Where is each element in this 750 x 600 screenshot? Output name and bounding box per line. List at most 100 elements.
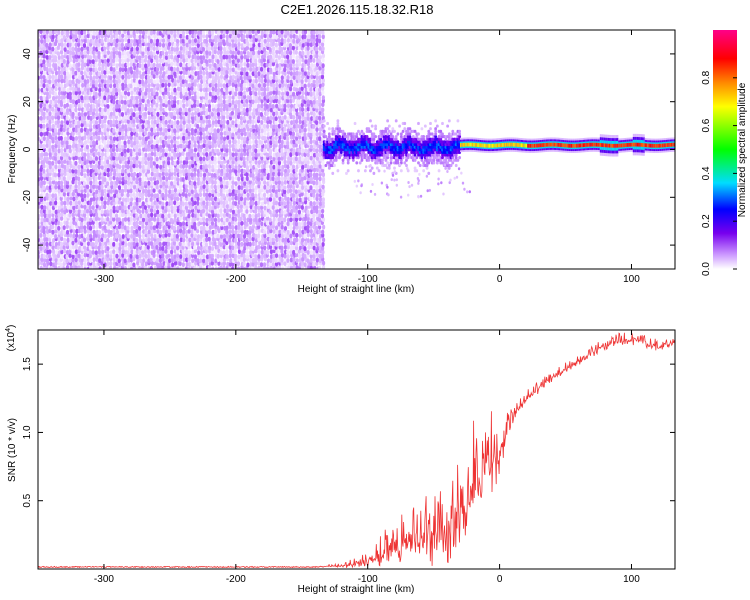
spectrogram-cell <box>233 42 238 48</box>
spectrogram-cell <box>223 136 227 142</box>
spectrogram-cell <box>234 201 238 206</box>
spectrogram-cell <box>48 147 52 153</box>
spectrogram-cell <box>42 221 47 227</box>
spectrogram-cell <box>222 229 226 235</box>
spectrogram-cell <box>80 107 85 113</box>
spectrogram-cell <box>254 209 258 214</box>
spectrogram-cell <box>74 115 79 121</box>
spectrogram-cell <box>254 41 259 47</box>
spectrogram-cell <box>263 136 267 141</box>
spectrogram-cell <box>46 58 50 64</box>
spectrogram-cell <box>115 248 119 254</box>
spectrogram-cell <box>89 135 94 141</box>
spectrogram-cell <box>130 95 134 101</box>
spectrogram-cell <box>269 30 273 35</box>
spectrogram-cell <box>222 123 226 129</box>
spectrogram-cell <box>214 95 218 101</box>
spectrogram-cell <box>92 131 96 137</box>
spectrogram-cell <box>68 139 72 145</box>
spectrogram-cell <box>120 135 125 141</box>
spectrogram-cell <box>65 184 70 189</box>
spectrogram-cell <box>254 200 258 206</box>
spectrogram-cell <box>217 103 221 108</box>
spectrogram-cell <box>190 229 194 235</box>
spectrogram-cell <box>112 46 116 52</box>
spectrogram-cell <box>98 91 102 97</box>
spectrogram-cell <box>239 86 244 92</box>
spectrogram-cell <box>135 102 139 108</box>
spectrogram-cell <box>60 74 64 80</box>
spectrogram-cell <box>158 159 162 165</box>
spectrogram-cell <box>193 33 197 38</box>
spectrogram-cell <box>144 192 149 198</box>
spectrogram-cell <box>66 87 70 93</box>
spectrogram-cell <box>196 91 200 97</box>
spectrogram-cell <box>124 160 128 166</box>
spectrogram-cell <box>205 184 209 189</box>
spectrogram-cell <box>94 168 98 173</box>
spectrogram-cell <box>254 124 258 129</box>
spectrogram-cell <box>129 135 133 141</box>
spectrogram-cell <box>196 213 200 219</box>
spectrogram-cell <box>161 58 165 64</box>
spectrogram-cell <box>216 107 221 113</box>
spectrogram-cell <box>184 132 188 138</box>
spectrogram-cell <box>126 57 130 63</box>
spectrogram-cell <box>254 159 258 165</box>
spectrogram-cell <box>262 70 266 76</box>
spectrogram-cell <box>179 147 183 153</box>
spectrogram-cell <box>82 30 87 35</box>
spectrogram-cell <box>193 102 197 108</box>
spectrogram-cell <box>91 38 95 44</box>
spectrogram-cell <box>167 237 171 243</box>
spectrogram-cell <box>117 168 121 174</box>
spectrogram-cell <box>91 224 96 230</box>
spectrogram-cell <box>66 30 70 35</box>
spectrogram-cell <box>179 189 183 194</box>
spectrogram-cell <box>150 167 155 173</box>
spectrogram-cell <box>126 79 130 84</box>
spectrogram-cell <box>38 159 41 165</box>
spectrogram-cell <box>78 75 82 80</box>
spectrogram-cell <box>118 127 122 133</box>
spectrogram-cell <box>248 30 252 36</box>
spectrogram-cell <box>48 253 52 259</box>
spectrogram-cell <box>133 47 137 52</box>
spectrogram-cell <box>190 99 194 105</box>
spectrogram-cell <box>113 265 117 269</box>
spectrogram-cell <box>170 54 174 60</box>
spectrogram-cell <box>225 103 229 109</box>
spectrogram-cell <box>185 34 189 40</box>
spectrogram-cell <box>231 34 235 40</box>
spectrogram-cell <box>217 66 221 72</box>
spectrogram-cell <box>65 254 69 259</box>
spectrogram-cell <box>272 164 276 170</box>
spectrogram-cell <box>188 200 192 206</box>
spectrogram-cell <box>132 118 136 124</box>
spectrogram-cell <box>100 260 104 266</box>
spectrogram-cell <box>45 49 49 55</box>
spectrogram-cell <box>190 241 195 247</box>
spectrogram-cell <box>220 257 224 263</box>
spectrogram-cell <box>190 123 195 129</box>
spectrogram-cell <box>77 98 81 104</box>
spectrogram-cell <box>251 99 255 105</box>
spectrogram-cell <box>156 197 160 202</box>
spectrogram-cell <box>54 78 58 84</box>
spectrogram-cell <box>118 46 122 51</box>
spectrogram-cell <box>251 50 256 56</box>
spectrogram-cell <box>278 103 282 109</box>
spectrogram-cell <box>57 65 61 71</box>
spectrogram-cell <box>170 233 174 239</box>
spectrogram-cell <box>260 103 264 109</box>
spectrogram-cell <box>86 122 90 128</box>
spectrogram-cell <box>237 99 241 105</box>
spectrogram-cell <box>187 221 191 226</box>
spectrogram-cell <box>71 106 75 112</box>
spectrogram-cell <box>219 74 224 80</box>
spectrogram-cell <box>249 208 253 214</box>
spectrogram-cell <box>39 103 43 109</box>
spectrogram-cell <box>263 175 267 181</box>
spectrogram-cell <box>234 114 238 120</box>
spectrogram-cell <box>77 62 81 67</box>
